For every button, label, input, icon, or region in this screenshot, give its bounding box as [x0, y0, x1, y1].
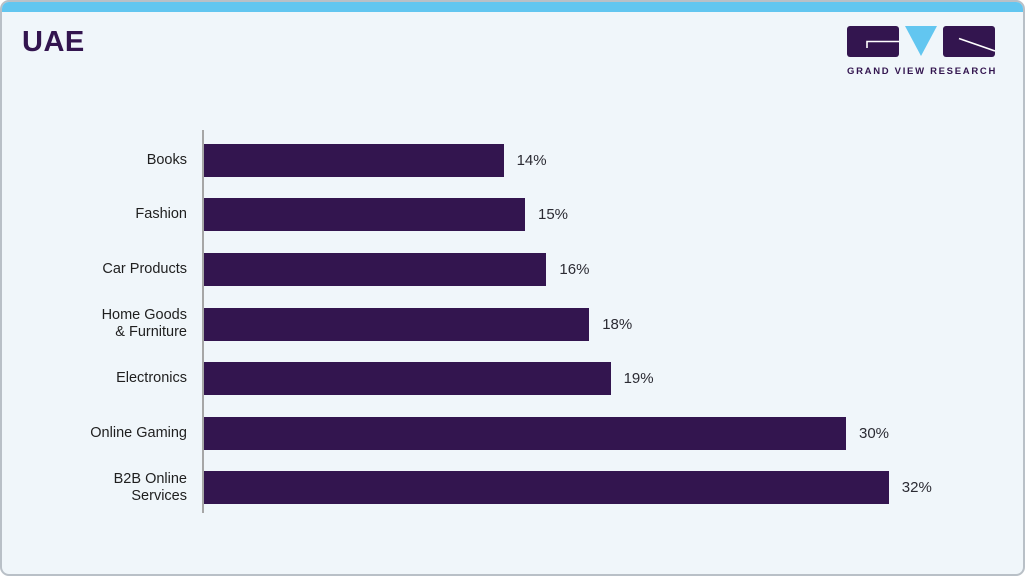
bar: [204, 307, 590, 341]
value-label: 16%: [559, 260, 590, 278]
chart-row: Online Gaming 30%: [2, 406, 1023, 461]
gvr-logo-icon: [847, 26, 996, 57]
chart-row: Electronics 19%: [2, 351, 1023, 406]
category-label: Home Goods & Furniture: [101, 306, 187, 341]
gvr-logo: GRAND VIEW RESEARCH: [847, 25, 995, 77]
category-label: Car Products: [102, 260, 187, 277]
chart-row: Fashion 15%: [2, 188, 1023, 243]
chart-row: Car Products 16%: [2, 242, 1023, 297]
value-label: 32%: [901, 479, 932, 497]
value-label: 30%: [859, 424, 890, 442]
value-label: 15%: [538, 206, 569, 224]
category-label: Online Gaming: [90, 424, 187, 441]
category-label: Books: [146, 151, 187, 168]
category-label: Fashion: [135, 206, 187, 223]
y-axis-line: [202, 130, 204, 513]
bar: [204, 362, 611, 396]
bar: [204, 471, 889, 505]
value-label: 18%: [602, 315, 633, 333]
category-label: B2B Online Services: [113, 470, 187, 504]
bar: [204, 416, 846, 450]
top-accent-bar: [2, 2, 1023, 12]
gvr-logo-text: GRAND VIEW RESEARCH: [847, 66, 998, 77]
value-label: 14%: [516, 151, 547, 169]
bar: [204, 252, 547, 286]
chart-row: Home Goods & Furniture 18%: [2, 297, 1023, 352]
bar: [204, 143, 504, 177]
bar-chart: Books 14% Fashion 15% Car Products 16% Home Go…: [2, 130, 1023, 515]
chart-rows: Books 14% Fashion 15% Car Products 16% Home Go…: [2, 133, 1023, 515]
bar: [204, 198, 525, 232]
value-label: 19%: [623, 370, 654, 388]
category-label: Electronics: [116, 370, 187, 387]
page-title: UAE: [22, 26, 85, 58]
chart-row: Books 14%: [2, 133, 1023, 188]
chart-row: B2B Online Services 32%: [2, 461, 1023, 516]
